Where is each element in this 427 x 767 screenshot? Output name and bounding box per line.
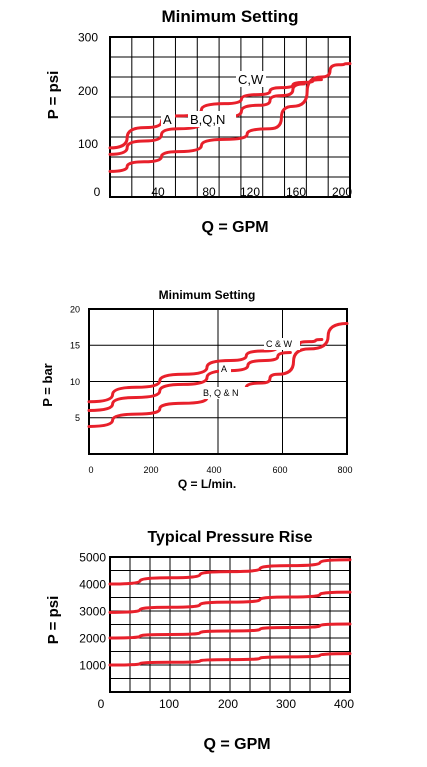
plot-frame <box>88 308 348 455</box>
y-tick-label: 2000 <box>79 632 106 646</box>
y-axis-label: P = bar <box>40 363 55 406</box>
curve-label: C,W <box>238 72 264 87</box>
y-tick-label: 10 <box>70 377 80 387</box>
plot-frame <box>109 36 351 198</box>
series-line-2 <box>87 351 292 412</box>
x-axis-label: Q = L/min. <box>178 477 236 491</box>
x-tick-label: 200 <box>143 465 158 475</box>
annotation-background <box>201 387 251 399</box>
x-tick-label: 40 <box>151 185 165 199</box>
y-tick-label: 200 <box>78 84 98 98</box>
curve-label: B,Q,N <box>190 112 225 127</box>
curve-label: B, Q & N <box>203 388 239 398</box>
curve-label: C & W <box>266 339 293 349</box>
curve-label: A <box>221 364 227 374</box>
chart-title: Minimum Setting <box>162 7 299 26</box>
series-line-1 <box>108 558 352 586</box>
x-tick-label: 0 <box>94 185 101 199</box>
grid <box>110 557 350 692</box>
y-tick-label: 300 <box>78 31 98 45</box>
y-tick-label: 5000 <box>79 551 106 565</box>
series-line-2 <box>108 590 352 614</box>
series-line-3 <box>108 62 352 173</box>
chart-1: Minimum Setting 0 40 80 120 160 200 100 200 300 Q … <box>45 7 352 236</box>
x-tick-label: 100 <box>159 697 179 711</box>
x-tick-label: 200 <box>332 185 352 199</box>
x-axis-label: Q = GPM <box>201 219 268 236</box>
y-axis-label: P = psi <box>45 596 62 645</box>
x-tick-label: 400 <box>334 697 354 711</box>
grid <box>89 309 347 454</box>
x-tick-label: 80 <box>202 185 216 199</box>
chart-title: Typical Pressure Rise <box>147 529 312 546</box>
annotation-background <box>264 338 300 350</box>
x-tick-label: 300 <box>276 697 296 711</box>
x-tick-label: 0 <box>88 465 93 475</box>
y-tick-label: 4000 <box>79 578 106 592</box>
annotation-background <box>161 111 175 127</box>
annotation-background <box>219 363 231 375</box>
x-tick-label: 800 <box>337 465 352 475</box>
y-tick-label: 20 <box>70 304 80 314</box>
y-tick-label: 100 <box>78 137 98 151</box>
x-tick-label: 120 <box>240 185 260 199</box>
x-tick-label: 0 <box>98 697 105 711</box>
y-tick-label: 3000 <box>79 605 106 619</box>
x-tick-label: 600 <box>272 465 287 475</box>
annotation-background <box>188 111 236 127</box>
series-line-4 <box>108 652 352 667</box>
x-tick-label: 200 <box>218 697 238 711</box>
chart-3: Typical Pressure Rise 0 100 200 300 400 1000 20… <box>45 529 354 753</box>
series-line-1 <box>108 78 323 150</box>
series-line-3 <box>108 622 352 640</box>
curve-label: A <box>163 112 172 127</box>
y-tick-label: 5 <box>75 413 80 423</box>
y-tick-label: 15 <box>70 341 80 351</box>
x-axis-label: Q = GPM <box>203 736 270 753</box>
chart-2: Minimum Setting 0 200 400 600 800 5 10 15 20 Q = L… <box>40 288 353 491</box>
annotation-background <box>236 71 266 87</box>
series-line-1 <box>87 337 324 404</box>
y-tick-label: 1000 <box>79 659 106 673</box>
y-axis-label: P = psi <box>45 71 62 120</box>
chart-title: Minimum Setting <box>159 288 256 302</box>
x-tick-label: 400 <box>206 465 221 475</box>
x-tick-label: 160 <box>286 185 306 199</box>
